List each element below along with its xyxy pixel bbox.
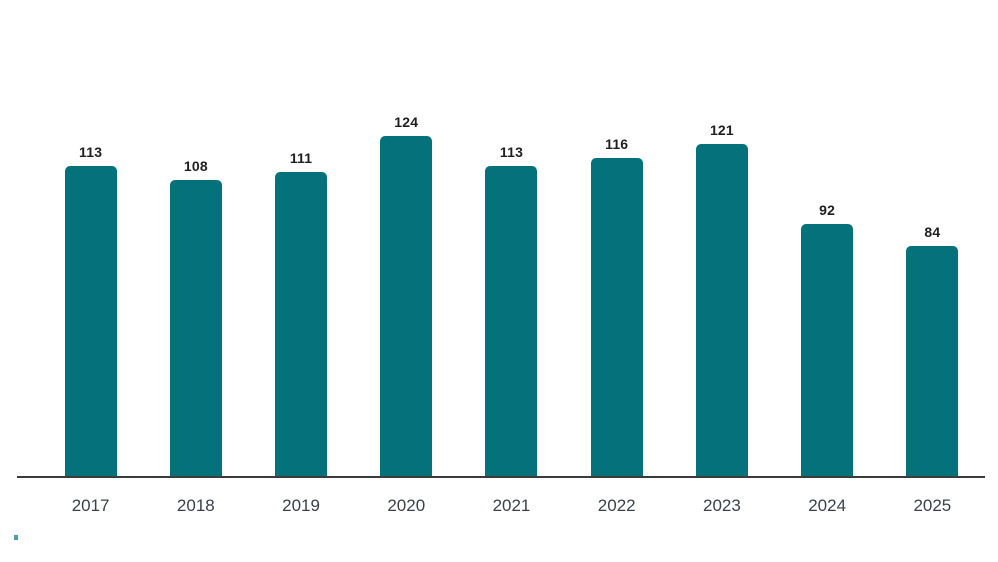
- x-axis-tick-labels: 2017 2018 2019 2020 2021 2022 2023 2024 …: [38, 494, 985, 518]
- bar-group: 92: [775, 201, 880, 477]
- bar-2018: [169, 180, 222, 477]
- bar-2021: [485, 166, 538, 477]
- stray-mark: [14, 535, 18, 540]
- x-axis-tick-label: 2021: [492, 496, 531, 515]
- x-axis-tick-label: 2023: [703, 496, 741, 515]
- bar-2023: [695, 144, 748, 477]
- bar-group: 113: [38, 143, 143, 477]
- bar-value-label: 121: [709, 122, 734, 138]
- bar-group: 84: [880, 223, 985, 477]
- bar-value-label: 108: [183, 158, 208, 174]
- bar-2019: [275, 172, 328, 477]
- bar-value-label: 116: [605, 136, 629, 152]
- bar-2020: [380, 136, 433, 477]
- x-axis-tick-label: 2022: [597, 496, 636, 515]
- bar-group: 121: [669, 121, 774, 477]
- bar-group: 111: [248, 149, 353, 477]
- bar-group: 124: [354, 113, 459, 477]
- bar-value-label: 84: [924, 224, 941, 240]
- bar-value-label: 92: [819, 202, 836, 218]
- bar-value-label: 124: [394, 114, 419, 130]
- bar-2022: [590, 158, 643, 477]
- bar-value-label: 111: [289, 150, 313, 166]
- bar-group: 108: [143, 157, 248, 477]
- bar-value-label: 113: [79, 144, 103, 160]
- x-axis-tick-label: 2025: [913, 496, 952, 515]
- x-axis-line: [17, 476, 985, 478]
- x-axis-tick-label: 2020: [387, 496, 426, 515]
- bar-2024: [801, 224, 854, 477]
- x-axis-tick-label: 2017: [71, 496, 110, 515]
- x-axis-tick-label: 2018: [176, 496, 215, 515]
- plot-area: 113 108 111 124 113 116 121 92 84: [38, 57, 985, 477]
- bar-group: 113: [459, 143, 564, 477]
- bar-2025: [906, 246, 959, 477]
- x-axis-tick-label: 2019: [282, 496, 320, 515]
- bar-group: 116: [564, 135, 669, 477]
- bar-value-label: 113: [499, 144, 524, 160]
- bar-2017: [64, 166, 117, 477]
- x-axis-tick-label: 2024: [808, 496, 847, 515]
